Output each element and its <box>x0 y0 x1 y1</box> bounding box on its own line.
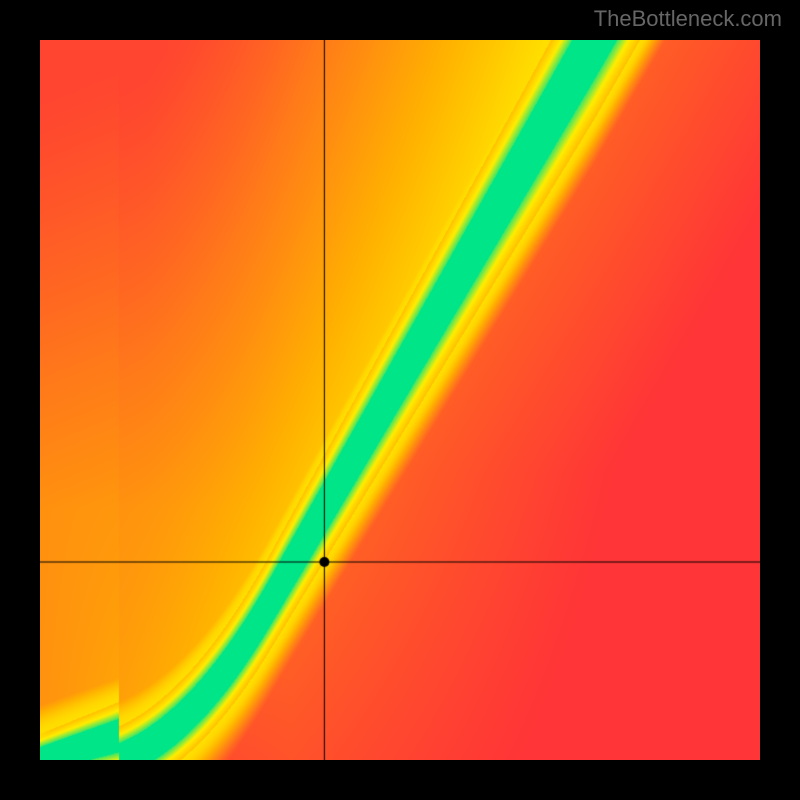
chart-container: TheBottleneck.com <box>0 0 800 800</box>
heatmap-canvas <box>40 40 760 760</box>
heatmap-plot <box>40 40 760 760</box>
watermark-text: TheBottleneck.com <box>594 6 782 32</box>
